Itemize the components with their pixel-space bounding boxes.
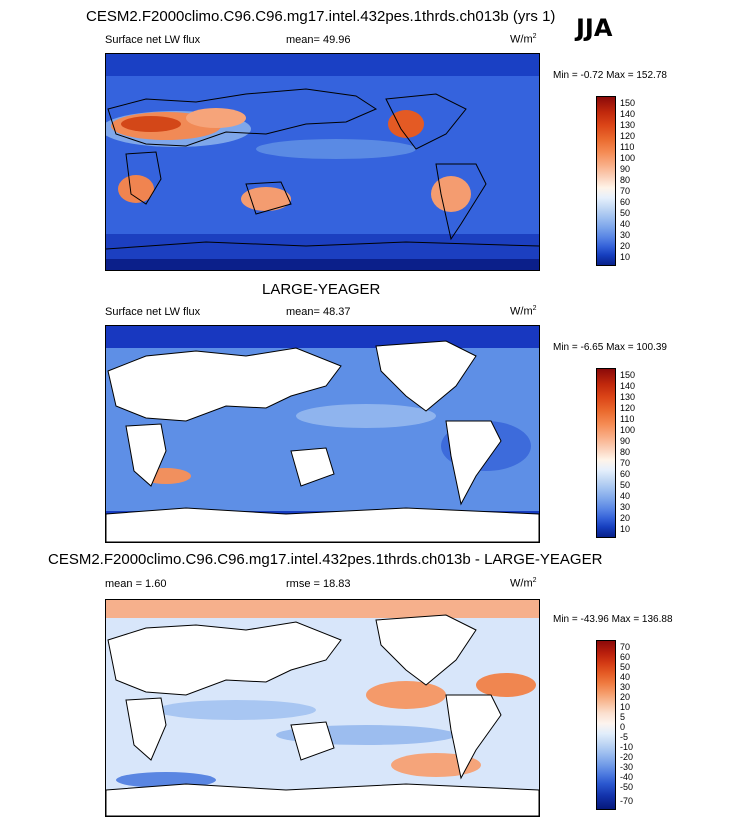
- colorbar-tick: 10: [620, 252, 631, 262]
- colorbar-tick: 0: [620, 722, 626, 732]
- colorbar-tick: -40: [620, 772, 634, 782]
- panel-2-mean-label: mean= 48.37: [286, 306, 351, 318]
- colorbar-tick: 50: [620, 662, 631, 672]
- arctic-band: [106, 54, 539, 76]
- panel-2-minmax: Min = -6.65 Max = 100.39: [553, 342, 667, 353]
- colorbar-tick: 110: [620, 142, 635, 152]
- colorbar-tick: -50: [620, 782, 634, 792]
- colorbar-tick: 120: [620, 131, 636, 141]
- colorbar-tick: 70: [620, 186, 631, 196]
- panel-3-mean-label: mean = 1.60: [105, 578, 167, 590]
- colorbar-tick: 20: [620, 241, 631, 251]
- colorbar-tick: 30: [620, 502, 631, 512]
- colorbar-tick: 10: [620, 524, 631, 534]
- colorbar-tick: 40: [620, 672, 631, 682]
- colorbar-tick: 80: [620, 175, 631, 185]
- colorbar-tick: 60: [620, 197, 631, 207]
- panel-1-map: [105, 53, 540, 271]
- panel-3-rmse-label: rmse = 18.83: [286, 578, 351, 590]
- colorbar-tick: 150: [620, 98, 636, 108]
- panel-1-variable-label: Surface net LW flux: [105, 34, 201, 46]
- colorbar-tick: 40: [620, 219, 631, 229]
- colorbar-tick: 120: [620, 403, 636, 413]
- panel-2-variable-label: Surface net LW flux: [105, 306, 201, 318]
- colorbar-tick: 60: [620, 652, 631, 662]
- colorbar-tick: 40: [620, 491, 631, 501]
- colorbar-tick: 50: [620, 480, 631, 490]
- colorbar-tick: -20: [620, 752, 634, 762]
- colorbar-tick: 20: [620, 513, 631, 523]
- colorbar-tick: 130: [620, 392, 636, 402]
- colorbar-tick: 150: [620, 370, 636, 380]
- colorbar-tick: 80: [620, 447, 631, 457]
- colorbar-tick: 100: [620, 425, 636, 435]
- colorbar-tick: 50: [620, 208, 631, 218]
- colorbar-box: [596, 368, 616, 538]
- colorbar-tick: 100: [620, 153, 636, 163]
- panel-1-minmax: Min = -0.72 Max = 152.78: [553, 70, 667, 81]
- colorbar-tick: 5: [620, 712, 626, 722]
- panel-1-title: CESM2.F2000climo.C96.C96.mg17.intel.432p…: [86, 8, 556, 25]
- panel-3-units: W/m2: [510, 577, 537, 590]
- season-label: JJA: [576, 14, 613, 42]
- panel-2-units: W/m2: [510, 305, 537, 318]
- colorbar-tick: 30: [620, 682, 631, 692]
- panel-2-title: LARGE-YEAGER: [262, 281, 381, 298]
- colorbar-tick: -5: [620, 732, 629, 742]
- colorbar-tick: 140: [620, 109, 636, 119]
- colorbar-box: [596, 96, 616, 266]
- colorbar-box: [596, 640, 616, 810]
- colorbar-tick: 70: [620, 642, 631, 652]
- colorbar-tick: 70: [620, 458, 631, 468]
- colorbar-tick: 90: [620, 436, 631, 446]
- colorbar-tick: 10: [620, 702, 631, 712]
- colorbar-tick: 90: [620, 164, 631, 174]
- colorbar-tick: -10: [620, 742, 634, 752]
- colorbar-tick: 20: [620, 692, 631, 702]
- colorbar-tick: 60: [620, 469, 631, 479]
- colorbar-tick: -70: [620, 796, 634, 806]
- panel-1-units: W/m2: [510, 33, 537, 46]
- panel-1-mean-label: mean= 49.96: [286, 34, 351, 46]
- panel-3-map: [105, 599, 540, 817]
- colorbar-tick: 110: [620, 414, 635, 424]
- panel-2-map: [105, 325, 540, 543]
- colorbar-tick: 140: [620, 381, 636, 391]
- panel-3-minmax: Min = -43.96 Max = 136.88: [553, 614, 673, 625]
- colorbar-tick: -30: [620, 762, 634, 772]
- panel-3-title: CESM2.F2000climo.C96.C96.mg17.intel.432p…: [48, 551, 603, 568]
- colorbar-tick: 30: [620, 230, 631, 240]
- colorbar-tick: 130: [620, 120, 636, 130]
